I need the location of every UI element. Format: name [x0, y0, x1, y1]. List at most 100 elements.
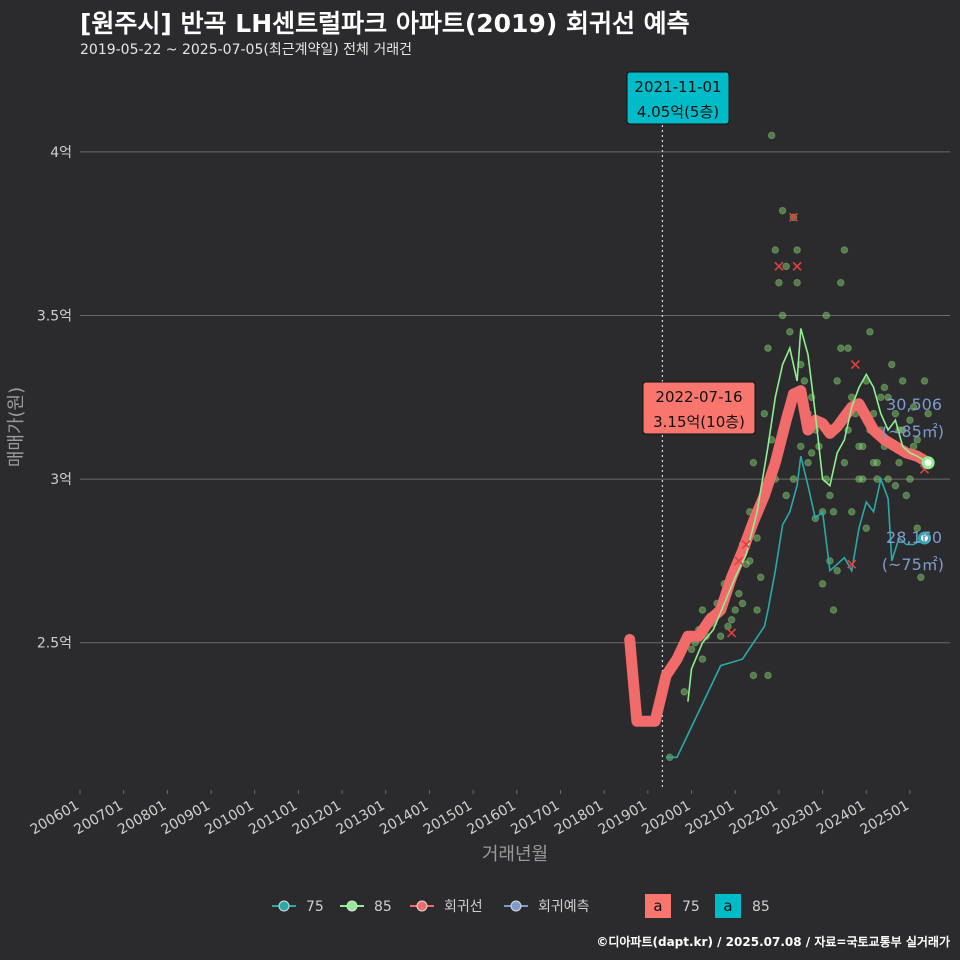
scatter-point [891, 409, 900, 418]
series-lines [624, 328, 934, 759]
scatter-point [796, 442, 805, 451]
x-tick-label: 200901 [159, 798, 213, 839]
chart-subtitle: 2019-05-22 ~ 2025-07-05(최근계약일) 전체 거래건 [80, 42, 412, 58]
scatter-point [698, 606, 707, 614]
scatter-point [771, 246, 780, 254]
scatter-point [731, 606, 740, 614]
legend-75-icon [278, 900, 290, 912]
scatter-point [833, 566, 841, 575]
x-tick-label: 202301 [770, 798, 824, 839]
series-75-line [666, 456, 925, 759]
scatter-point [749, 671, 758, 680]
scatter-point [833, 377, 841, 385]
end-label-75-area: (~75㎡) [882, 555, 944, 574]
scatter-point [913, 436, 922, 444]
x-tick-label: 200601 [28, 798, 82, 839]
x-tick-label: 201801 [552, 798, 606, 839]
scatter-point [756, 573, 765, 582]
legend: 75 85 회귀선 회귀예측 a 75 a 85 [272, 894, 770, 918]
legend-item-regression: 회귀선 [410, 899, 483, 915]
x-tick-label: 202201 [727, 798, 781, 839]
highlight-cross [792, 261, 802, 271]
callout-max-85: 2021-11-01 4.05억(5층) [626, 71, 730, 125]
scatter-point [753, 606, 761, 614]
scatter-point [698, 655, 707, 663]
callout-max-75-date: 2022-07-16 [655, 388, 742, 406]
scatter-point [767, 131, 776, 140]
x-tick-label: 201101 [246, 798, 300, 839]
end-label-75-count: 28,160 [886, 528, 942, 547]
scatter-point [764, 671, 772, 680]
legend-item-85: 85 [340, 899, 392, 915]
x-axis-label: 거래년월 [482, 844, 548, 865]
highlight-cross [847, 559, 857, 569]
scatter-point [764, 344, 772, 352]
scatter-point [782, 262, 790, 271]
scatter-point [778, 206, 787, 215]
highlight-cross [741, 539, 751, 550]
scatter-point [829, 508, 838, 516]
legend-box-75-label: 75 [682, 899, 700, 915]
x-tick-label: 201001 [202, 798, 256, 839]
scatter-point [917, 573, 925, 582]
x-tick-label: 202101 [683, 798, 737, 839]
series-endpoints [918, 456, 935, 545]
legend-box-75: a 75 [645, 894, 700, 918]
x-tick-label: 201901 [596, 798, 650, 839]
x-tick-label: 200701 [71, 798, 125, 839]
scatter-point [807, 449, 816, 457]
footer-credit: ©디아파트(dapt.kr) / 2025.07.08 / 자료=국토교통부 실… [596, 935, 950, 949]
scatter-point [895, 458, 903, 467]
legend-85-icon [346, 900, 358, 912]
scatter-point [789, 475, 798, 483]
scatter-point [847, 508, 856, 516]
x-tick-label: 201401 [377, 798, 431, 839]
scatter-point [866, 328, 874, 336]
scatter-point [844, 344, 852, 352]
scatter-point [735, 589, 743, 598]
scatter-point [804, 458, 812, 467]
scatter-point [778, 311, 787, 320]
scatter-point [793, 246, 801, 254]
x-tick-label: 201601 [465, 798, 519, 839]
scatter-point [924, 409, 932, 418]
legend-box-85-label: 85 [752, 899, 770, 915]
scatter-point [826, 557, 834, 565]
scatter-point [782, 491, 790, 500]
scatter-point [873, 458, 881, 467]
scatter-point [906, 416, 914, 424]
scatter-point [920, 377, 929, 385]
scatter-point [884, 393, 892, 402]
scatter-point [800, 377, 809, 385]
scatter-point [902, 491, 911, 500]
y-tick-label: 4억 [50, 145, 72, 161]
scatter-point [891, 481, 900, 490]
scatter-point [836, 278, 845, 287]
scatter-point [738, 599, 747, 608]
legend-box-85-swatch [715, 894, 741, 918]
legend-box-75-swatch [645, 894, 671, 918]
x-tick-labels: 2006012007012008012009012010012011012012… [28, 790, 912, 838]
highlight-cross [727, 628, 737, 638]
x-tick-label: 201501 [421, 798, 475, 839]
scatter-point [909, 403, 918, 411]
scatter-point [913, 524, 922, 532]
x-tick-label: 201201 [290, 798, 344, 839]
legend-box-75-glyph: a [653, 897, 662, 915]
series-85-endpoint [921, 456, 935, 470]
callout-max-85-value: 4.05억(5층) [637, 103, 719, 121]
scatter-point [727, 616, 736, 624]
legend-forecast-icon [510, 900, 522, 912]
scatter-point [862, 524, 871, 532]
scatter-point [877, 393, 885, 402]
scatter-point [680, 688, 689, 696]
scatter-point [775, 278, 783, 287]
end-label-85-area: (~85㎡) [882, 422, 944, 441]
scatter-point [793, 278, 801, 287]
scatter-point [836, 344, 845, 352]
scatter-point [753, 534, 761, 542]
legend-regression-icon [416, 900, 428, 912]
scatter-point [906, 475, 914, 483]
x-tick-label: 202401 [814, 798, 868, 839]
